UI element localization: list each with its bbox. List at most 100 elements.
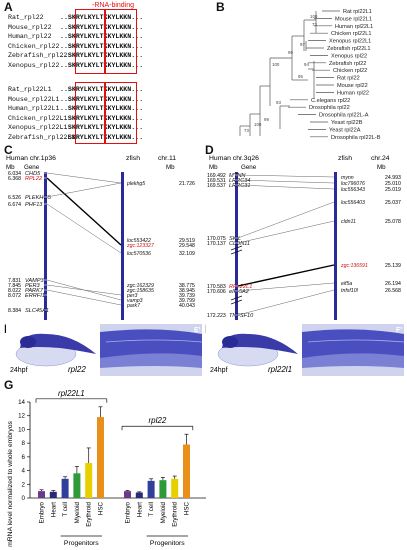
zfish-mb: 29.548 — [179, 243, 195, 249]
tree-leaf-label: Mouse rpl22L1 — [335, 16, 372, 22]
human-gene: ERRFI1 — [25, 293, 45, 299]
zfish-gene: vamp3 — [127, 298, 143, 304]
zfish-gene: per3 — [126, 293, 137, 299]
y-tick-label: 0 — [22, 495, 26, 502]
bootstrap-value: 73 — [244, 128, 249, 133]
tree-leaf-label: Xenopus rpl22L1 — [329, 39, 371, 45]
zfish-gene: zgc:158635 — [126, 288, 154, 294]
zfish-mb: 32.109 — [179, 251, 195, 257]
bootstrap-value: 97 — [300, 42, 305, 47]
tree-leaf-label: Human rpl22 — [337, 90, 369, 96]
zfish-mb: 25.019 — [385, 187, 401, 193]
d-mb-left: Mb — [209, 164, 218, 171]
sequence: ..SKRYLKYLTKKYLKKN... — [60, 105, 144, 113]
zfish-mb: 38.775 — [179, 283, 195, 289]
f-stage: 24hpf — [210, 367, 228, 374]
alignment-row: Zebrafish_rpl22..SKRYLKYLTKKYLKKN... — [8, 52, 143, 59]
zfish-mb: 26.194 — [385, 281, 401, 287]
human-mb: 170.137 — [207, 241, 226, 247]
tree-leaf-label: Rat rpl22L1 — [343, 9, 372, 15]
c-human-chromosome — [44, 172, 47, 320]
human-gene: CLDN11 — [229, 241, 250, 247]
y-tick-label: 12 — [18, 413, 25, 420]
zfish-gene: park7 — [126, 303, 141, 309]
panel-label-f-prime: F' — [396, 327, 402, 334]
species-name: Xenopus_rpl22L1 — [8, 124, 68, 132]
bar — [85, 463, 93, 498]
sequence: ..SKRYLKYLTKKYLKKN... — [60, 114, 144, 122]
bootstrap-value: 99 — [288, 50, 293, 55]
human-mb: 6.674 — [8, 202, 21, 208]
panel-label-g: G — [4, 378, 14, 392]
embryo-image-rpl22: 24hpf rpl22 E' — [6, 324, 202, 376]
species-name: Chicken_rpl22 — [8, 42, 60, 50]
human-mb: 6.368 — [8, 176, 21, 182]
alignment-row: Zebrafish_rpl22L1..SKRYLKYLTKKYLKKN... — [8, 134, 143, 141]
alignment-row: Rat_rpl22L1 ..SKRYLKYLTKKYLKKN... — [8, 86, 143, 93]
tree-leaf-label: Rat rpl22 — [337, 76, 360, 82]
y-tick-label: 10 — [18, 426, 25, 433]
human-gene: SLC45A1 — [25, 308, 49, 314]
d-human-chromosome — [235, 172, 238, 320]
d-zfish-chromosome — [334, 172, 337, 320]
d-mb-right: Mb — [377, 164, 386, 171]
panel-label-e-prime: E' — [194, 327, 201, 334]
species-name: Zebrafish_rpl22L1 — [8, 134, 76, 141]
human-mb: 169.531 — [207, 178, 226, 184]
y-tick-label: 6 — [22, 454, 26, 461]
species-name: Rat_rpl22L1 — [8, 86, 52, 93]
human-gene: RPL22L1 — [229, 284, 252, 290]
human-gene: SKIL — [229, 236, 241, 242]
sequence: ..SKRYLKYLTKKYLKKN... — [60, 33, 144, 41]
zfish-mb: 25.037 — [385, 200, 401, 206]
bootstrap-value: 94 — [304, 62, 309, 67]
bar — [97, 417, 104, 498]
human-mb: 170.583 — [207, 284, 226, 290]
human-gene: MYNN — [229, 173, 246, 179]
category-label: HSC — [184, 501, 191, 515]
group-label: rpl22L1 — [58, 389, 85, 398]
d-gene-left: Gene — [241, 164, 257, 171]
sequence: ..SKRYLKYLTKKYLKKN... — [60, 52, 144, 60]
category-label: Heart — [50, 502, 57, 517]
bootstrap-value: 100 — [310, 14, 318, 19]
alignment-row: Human_rpl22L1..SKRYLKYLTKKYLKKN... — [8, 105, 143, 112]
tree-leaf-label: Mouse rpl22 — [337, 83, 368, 89]
species-name: Mouse_rpl22L1 — [8, 95, 60, 103]
c-gene-left: Gene — [24, 164, 40, 171]
motif-box-4 — [104, 82, 137, 144]
zfish-gene: cldn11 — [341, 219, 356, 225]
human-mb: 172.223 — [207, 313, 226, 319]
zfish-gene: zgc:123327 — [126, 243, 155, 249]
human-gene: VAMP3 — [25, 278, 45, 284]
human-gene: PER3 — [25, 283, 41, 289]
species-name: Human_rpl22L1 — [8, 105, 60, 113]
human-mb: 6.034 — [8, 171, 21, 177]
motif-box-2 — [104, 9, 137, 74]
y-tick-label: 8 — [22, 440, 26, 447]
bar — [49, 491, 57, 498]
bar — [135, 492, 143, 498]
f-gene: rpl22l1 — [268, 365, 292, 374]
human-mb: 7.845 — [8, 283, 21, 289]
alignment-row: Chicken_rpl22..SKRYLKYLTKKYLKKN... — [8, 43, 143, 50]
zfish-mb: 39.739 — [179, 293, 195, 299]
embryo-image-rpl22l1: 24hpf rpl22l1 F' — [206, 324, 404, 376]
alignment-row: Human_rpl22 ..SKRYLKYLTKKYLKKN... — [8, 33, 143, 40]
human-gene: PLEKHG5 — [25, 195, 52, 201]
y-tick-label: 14 — [18, 399, 25, 406]
human-mb: 7.831 — [8, 278, 21, 284]
progenitors-label: Progenitors — [64, 540, 99, 547]
human-mb: 170.075 — [207, 236, 226, 242]
alignment-row: Xenopus_rpl22L1..SKRYLKYLTKKYLKKN... — [8, 124, 143, 131]
panel-label-b: B — [216, 0, 225, 14]
sequence: ..SKRYLKYLTKKYLKKN... — [60, 86, 144, 93]
progenitors-label: Progenitors — [150, 540, 185, 547]
e-stage: 24hpf — [10, 367, 28, 374]
c-left-title: Human chr.1p36 — [6, 155, 56, 162]
tree-leaf-label: Drosophila rpl22L-B — [331, 135, 381, 141]
bootstrap-value: 99 — [264, 117, 269, 122]
y-tick-label: 4 — [22, 468, 26, 475]
e-gene: rpl22 — [68, 365, 86, 374]
bar-chart-mrna: mRNA level normalized to whole embryos 0… — [7, 389, 206, 547]
